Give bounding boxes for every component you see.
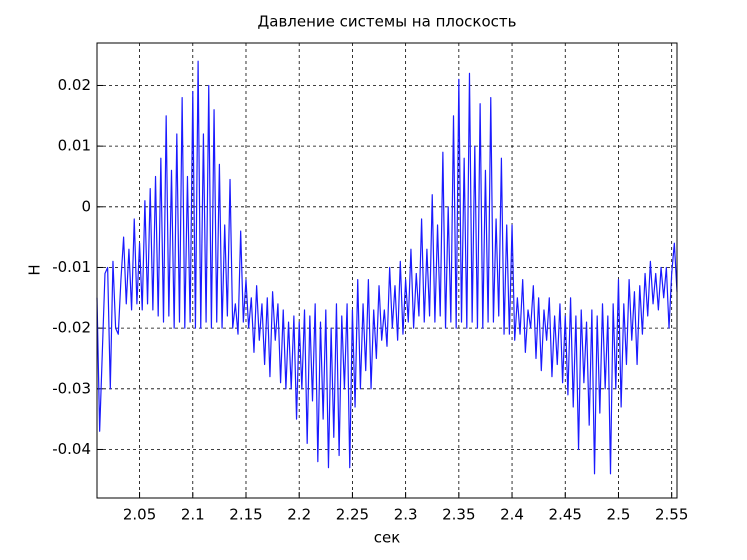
y-tick-label: -0.01 xyxy=(52,258,91,276)
y-axis-label: Н xyxy=(26,264,44,275)
y-tick-label: 0.02 xyxy=(58,76,91,94)
y-tick-label: -0.04 xyxy=(52,440,91,458)
x-tick-label: 2.55 xyxy=(655,506,688,524)
x-axis-label: сек xyxy=(374,529,401,547)
plot-frame xyxy=(96,42,678,499)
x-tick-label: 2.35 xyxy=(442,506,475,524)
y-tick-label: 0.01 xyxy=(58,137,91,155)
chart-title: Давление системы на плоскость xyxy=(258,13,517,31)
data-line xyxy=(96,60,678,475)
x-tick-label: 2.5 xyxy=(607,506,631,524)
x-tick-label: 2.1 xyxy=(181,506,205,524)
x-tick-label: 2.25 xyxy=(336,506,369,524)
x-tick-label: 2.05 xyxy=(123,506,156,524)
x-tick-label: 2.15 xyxy=(229,506,262,524)
plot-area: -0.04 -0.03 -0.02 -0.01 0 0.01 0.02 2.05 2.1 2.15… xyxy=(52,43,688,524)
x-tick-label: 2.3 xyxy=(394,506,418,524)
x-tick-label: 2.2 xyxy=(287,506,311,524)
y-tick-label: -0.03 xyxy=(52,379,91,397)
x-tick-label: 2.4 xyxy=(500,506,524,524)
x-tick-label: 2.45 xyxy=(549,506,582,524)
y-tick-label: 0 xyxy=(81,197,91,215)
y-tick-label: -0.02 xyxy=(52,319,91,337)
